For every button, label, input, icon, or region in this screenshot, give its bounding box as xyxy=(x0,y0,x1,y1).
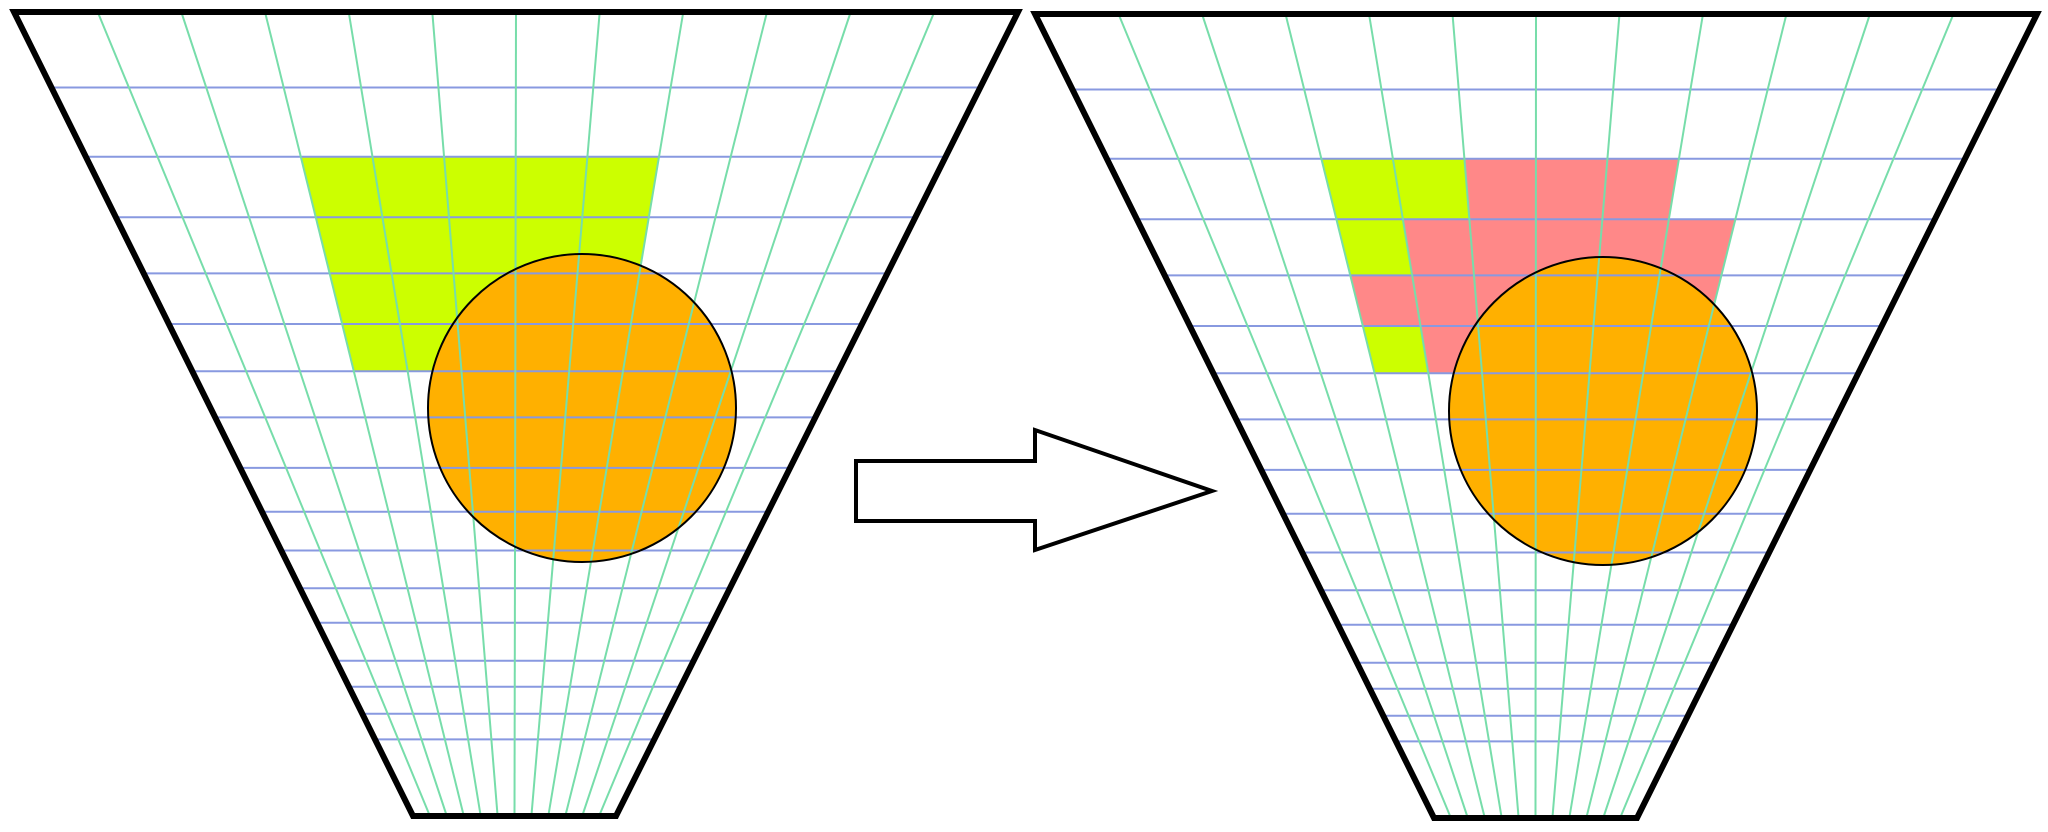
sphere-icon xyxy=(1449,257,1757,565)
radial-line xyxy=(513,11,517,817)
radial-line xyxy=(1368,13,1503,819)
radial-line xyxy=(1619,13,1955,819)
radial-line xyxy=(264,11,465,817)
culled-cell xyxy=(1412,275,1479,326)
arrow-shape xyxy=(854,427,1219,553)
culled-cell xyxy=(1402,219,1474,276)
culled-cell xyxy=(1535,158,1608,220)
culled-cell xyxy=(1464,158,1536,220)
radial-line xyxy=(564,11,768,817)
radial-line xyxy=(1117,13,1452,819)
radial-line xyxy=(547,11,685,817)
radial-line xyxy=(1602,13,1871,819)
radial-line xyxy=(1451,13,1520,819)
panel-after xyxy=(1030,11,2042,821)
radial-line xyxy=(1534,13,1537,819)
radial-line xyxy=(530,11,601,817)
radial-line xyxy=(598,11,936,817)
sphere-icon xyxy=(428,254,736,562)
radial-line xyxy=(581,11,852,817)
frustum-outline xyxy=(9,9,1023,819)
radial-line xyxy=(1551,13,1621,819)
sphere-outline xyxy=(1448,256,1758,566)
culled-cell xyxy=(1350,275,1421,326)
frustum-outline xyxy=(1030,11,2042,821)
radial-line xyxy=(431,11,499,817)
radial-line xyxy=(180,11,448,817)
culled-cell xyxy=(1602,158,1679,220)
radial-line xyxy=(1585,13,1788,819)
culled-cell xyxy=(1469,219,1536,276)
sphere-outline xyxy=(427,253,737,563)
panel-before xyxy=(9,9,1023,819)
radial-line xyxy=(1284,13,1486,819)
radial-line xyxy=(347,11,482,817)
culled-cell xyxy=(1659,219,1736,276)
radial-line xyxy=(96,11,431,817)
right-arrow-icon xyxy=(854,427,1219,553)
radial-line xyxy=(1568,13,1704,819)
radial-line xyxy=(1201,13,1469,819)
